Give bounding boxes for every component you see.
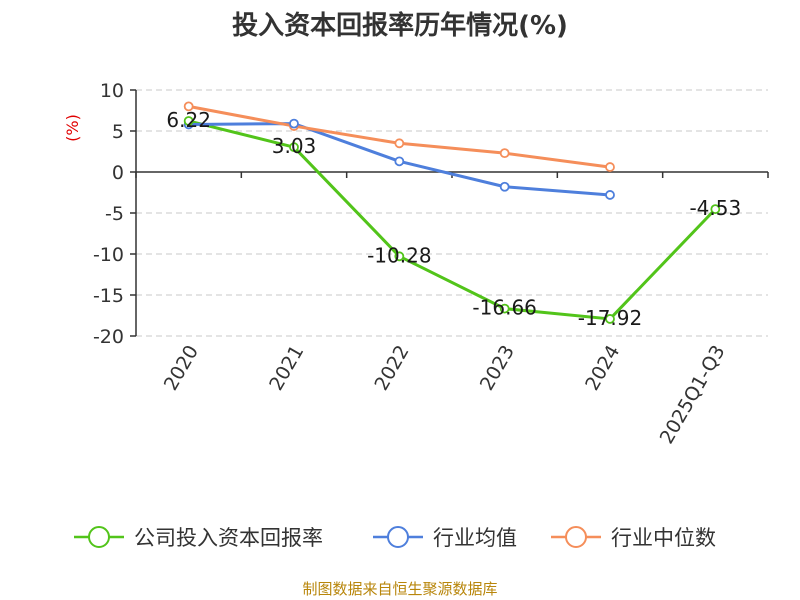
data-label: -4.53 xyxy=(689,196,741,220)
data-point xyxy=(289,142,299,153)
chart-title: 投入资本回报率历年情况(%) xyxy=(232,10,568,41)
data-label: 6.22 xyxy=(166,108,211,132)
y-tick-label: 5 xyxy=(112,121,124,143)
y-tick-labels: 10 5 0 -5 -10 -15 -20 xyxy=(93,80,124,348)
legend-item[interactable]: 公司投入资本回报率 xyxy=(74,526,323,550)
legend-marker xyxy=(565,526,587,548)
series-layer xyxy=(183,101,721,324)
grid-lines xyxy=(136,89,768,337)
legend: 公司投入资本回报率 行业均值 行业中位数 xyxy=(74,526,716,550)
axes xyxy=(130,89,769,337)
data-point xyxy=(394,251,405,262)
x-tick-label: 2022 xyxy=(370,342,413,395)
legend-item[interactable]: 行业均值 xyxy=(373,526,517,550)
data-point xyxy=(710,204,721,215)
x-tick-label: 2020 xyxy=(160,342,203,395)
data-point xyxy=(499,148,510,159)
data-point xyxy=(394,156,405,167)
data-label: -10.28 xyxy=(367,243,431,267)
legend-marker xyxy=(387,526,409,548)
data-point xyxy=(605,190,615,200)
data-point xyxy=(499,181,510,192)
y-tick-label: -20 xyxy=(93,326,124,348)
y-tick-label: -15 xyxy=(93,285,124,307)
source-note: 制图数据来自恒生聚源数据库 xyxy=(302,580,497,598)
y-axis-label: (%) xyxy=(63,114,82,142)
y-tick-label: -10 xyxy=(93,244,124,266)
x-tick-labels: 2020 2021 2022 2023 2024 2025Q1-Q3 xyxy=(160,342,730,448)
data-label: -17.92 xyxy=(578,306,642,330)
y-tick-label: 0 xyxy=(112,162,124,184)
data-label: -16.66 xyxy=(472,296,536,320)
data-point xyxy=(289,118,299,129)
x-tick-label: 2024 xyxy=(581,342,624,395)
data-labels: 6.22 3.03 -10.28 -16.66 -17.92 -4.53 xyxy=(166,108,741,330)
y-tick-label: 10 xyxy=(100,80,124,102)
data-point xyxy=(394,138,405,149)
legend-label: 公司投入资本回报率 xyxy=(134,526,323,550)
x-tick-label: 2021 xyxy=(265,342,308,395)
y-tick-label: -5 xyxy=(105,203,124,225)
series-line xyxy=(188,119,717,321)
data-label: 3.03 xyxy=(272,134,317,158)
legend-item[interactable]: 行业中位数 xyxy=(551,526,716,550)
data-point xyxy=(605,162,615,172)
x-tick-label: 2023 xyxy=(476,342,519,395)
data-point xyxy=(183,101,194,112)
data-point xyxy=(183,116,194,126)
x-tick-label: 2025Q1-Q3 xyxy=(656,342,730,448)
data-point xyxy=(605,314,615,324)
legend-marker xyxy=(88,526,110,548)
legend-label: 行业中位数 xyxy=(611,526,716,550)
data-point xyxy=(499,303,510,314)
legend-label: 行业均值 xyxy=(433,526,517,550)
